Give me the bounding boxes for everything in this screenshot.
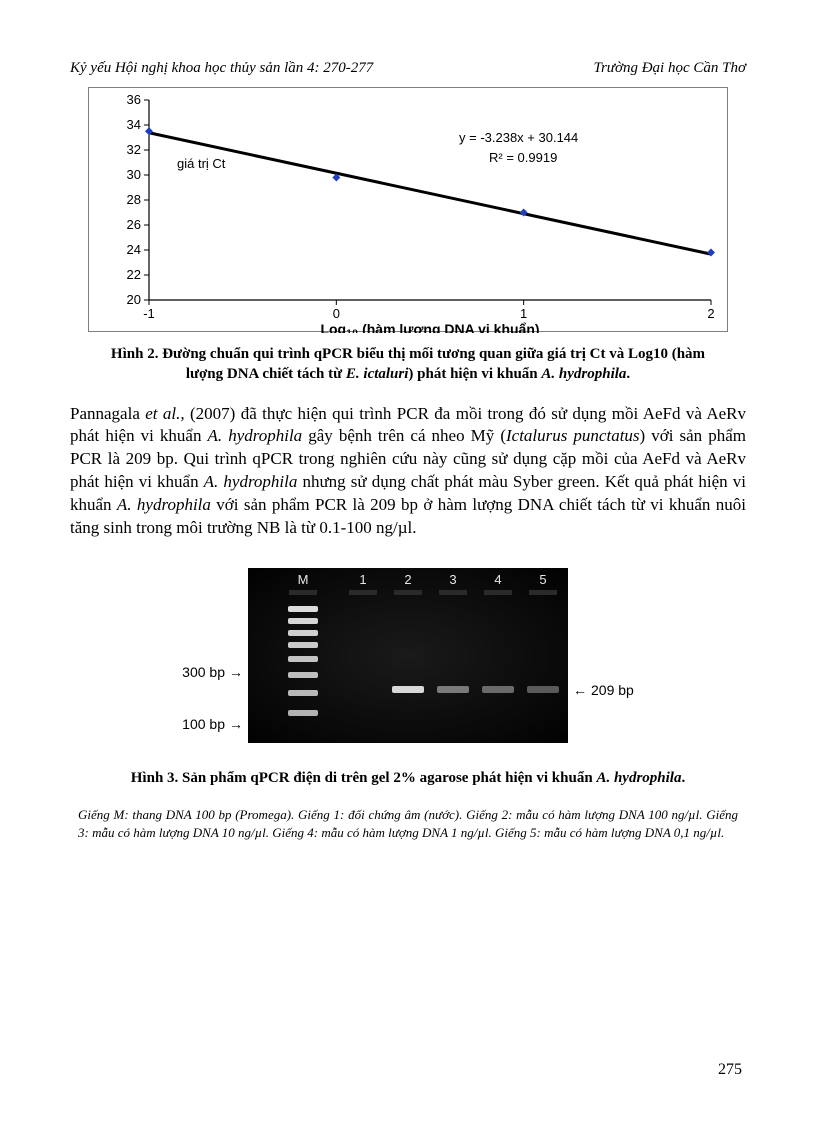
- gel-left-label: 100 bp →: [182, 716, 243, 732]
- svg-text:2: 2: [404, 572, 411, 587]
- svg-text:Log₁₀ (hàm lượng DNA vi khuẩn: Log₁₀ (hàm lượng DNA vi khuẩn): [320, 321, 539, 333]
- caption-text: Hình 3. Sản phẩm qPCR điện di trên gel 2…: [131, 770, 597, 786]
- arrow-left-icon: ←: [573, 682, 587, 698]
- body-text: gây bệnh trên cá nheo Mỹ (: [302, 426, 506, 445]
- svg-text:20: 20: [127, 292, 141, 307]
- gel-label-text: 300 bp: [182, 664, 225, 680]
- svg-text:1: 1: [520, 306, 527, 321]
- svg-text:22: 22: [127, 267, 141, 282]
- svg-text:M: M: [298, 572, 309, 587]
- figure-3-note: Giếng M: thang DNA 100 bp (Promega). Giế…: [78, 806, 738, 841]
- body-species: A. hydrophila: [204, 472, 298, 491]
- svg-text:30: 30: [127, 167, 141, 182]
- chart-r2: R² = 0.9919: [489, 150, 557, 165]
- caption-species: A. hydrophila: [541, 366, 626, 382]
- gel-label-text: 209 bp: [591, 682, 634, 698]
- svg-text:26: 26: [127, 217, 141, 232]
- svg-text:24: 24: [127, 242, 141, 257]
- svg-text:4: 4: [494, 572, 501, 587]
- body-paragraph: Pannagala et al., (2007) đã thực hiện qu…: [70, 403, 746, 541]
- body-cite: et al.,: [145, 404, 184, 423]
- svg-text:3: 3: [449, 572, 456, 587]
- body-text: Pannagala: [70, 404, 145, 423]
- arrow-right-icon: →: [229, 664, 243, 680]
- figure-2-caption: Hình 2. Đường chuẩn qui trình qPCR biểu …: [100, 344, 716, 385]
- header-right: Trường Đại học Cần Thơ: [593, 60, 746, 77]
- svg-text:34: 34: [127, 117, 141, 132]
- arrow-right-icon: →: [229, 716, 243, 732]
- chart-svg: 20 22 24 26 28 30 32 34 36 -1 0 1 2 Log₁₀ (hàm lượng …: [89, 88, 729, 333]
- svg-text:0: 0: [333, 306, 340, 321]
- svg-text:28: 28: [127, 192, 141, 207]
- svg-text:2: 2: [707, 306, 714, 321]
- body-species: Ictalurus punctatus: [506, 426, 640, 445]
- figure-2-chart: 20 22 24 26 28 30 32 34 36 -1 0 1 2 Log₁₀ (hàm lượng …: [88, 87, 728, 332]
- svg-text:32: 32: [127, 142, 141, 157]
- gel-svg: M 1 2 3 4 5: [248, 568, 568, 743]
- body-species: A. hydrophila: [117, 495, 211, 514]
- svg-text:-1: -1: [143, 306, 155, 321]
- gel-left-label: 300 bp →: [182, 664, 243, 680]
- chart-ylabel: giá trị Ct: [177, 156, 225, 171]
- figure-3-caption: Hình 3. Sản phẩm qPCR điện di trên gel 2…: [100, 768, 716, 788]
- page-number: 275: [718, 1061, 742, 1079]
- gel-right-label: ← 209 bp: [573, 682, 634, 698]
- gel-label-text: 100 bp: [182, 716, 225, 732]
- svg-text:5: 5: [539, 572, 546, 587]
- caption-text: .: [626, 366, 630, 382]
- svg-text:1: 1: [359, 572, 366, 587]
- caption-text: ) phát hiện vi khuẩn: [408, 366, 541, 382]
- chart-equation: y = -3.238x + 30.144: [459, 130, 578, 145]
- caption-text: .: [681, 770, 685, 786]
- svg-text:36: 36: [127, 92, 141, 107]
- caption-species: E. ictaluri: [346, 366, 409, 382]
- page-header: Kỷ yếu Hội nghị khoa học thủy sản lần 4:…: [70, 60, 746, 77]
- body-species: A. hydrophila: [208, 426, 303, 445]
- caption-species: A. hydrophila: [596, 770, 681, 786]
- figure-3-gel: 300 bp → 100 bp → M 1 2 3 4 5 ← 209 bp: [168, 568, 648, 758]
- header-left: Kỷ yếu Hội nghị khoa học thủy sản lần 4:…: [70, 60, 373, 77]
